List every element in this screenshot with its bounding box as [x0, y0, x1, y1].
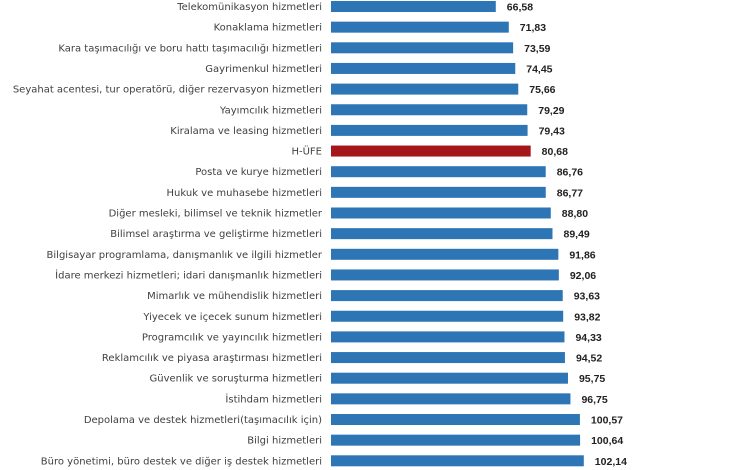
value-label: 88,80 [562, 208, 588, 220]
value-label: 75,66 [529, 84, 555, 96]
category-label: Bilimsel araştırma ve geliştirme hizmetl… [110, 229, 322, 240]
category-label: Bilgisayar programlama, danışmanlık ve i… [47, 250, 323, 261]
value-label: 100,64 [591, 435, 623, 447]
value-label: 79,29 [538, 105, 564, 117]
bar [331, 269, 559, 281]
value-label: 100,57 [591, 415, 623, 427]
value-label: 89,49 [563, 229, 589, 241]
bar [331, 414, 580, 425]
category-label: Güvenlik ve soruşturma hizmetleri [150, 374, 323, 385]
category-label: Programcılık ve yayıncılık hizmetleri [142, 332, 322, 343]
bar [331, 352, 565, 364]
bars-group [331, 1, 584, 467]
value-label: 92,06 [570, 270, 596, 282]
bar-highlight [331, 145, 531, 157]
value-label: 102,14 [595, 456, 627, 468]
bar [331, 1, 496, 12]
value-label: 93,63 [574, 291, 600, 303]
bar [331, 207, 551, 219]
value-label: 74,45 [526, 63, 552, 75]
category-label: İstihdam hizmetleri [225, 392, 322, 405]
category-label: Posta ve kurye hizmetleri [195, 167, 322, 178]
bar [331, 228, 553, 240]
value-label: 66,58 [507, 2, 533, 14]
value-label: 94,33 [575, 332, 601, 344]
category-label: Reklamcılık ve piyasa araştırması hizmet… [102, 353, 322, 364]
value-label: 96,75 [581, 394, 607, 406]
bar [331, 310, 564, 322]
value-labels-group: 66,58 71,83 73,59 74,45 75,66 79,29 79,43 80,68… [507, 2, 627, 468]
value-label: 95,75 [579, 373, 605, 385]
bar [331, 166, 546, 178]
category-labels-group: Telekomünikasyon hizmetleri Konaklama hiz… [13, 2, 323, 467]
category-label: Büro yönetimi, büro destek ve diğer iş d… [41, 455, 322, 467]
value-label: 86,76 [557, 167, 583, 179]
category-label: Seyahat acentesi, tur operatörü, diğer r… [13, 84, 322, 96]
bar [331, 124, 528, 136]
category-label: Gayrimenkul hizmetleri [205, 64, 322, 75]
value-label: 93,82 [574, 311, 600, 323]
bar [331, 42, 514, 54]
category-label: Telekomünikasyon hizmetleri [176, 2, 322, 13]
bar [331, 434, 581, 446]
bar [331, 62, 516, 74]
value-label: 91,86 [569, 249, 595, 261]
category-label: Diğer mesleki, bilimsel ve teknik hizmet… [109, 208, 323, 220]
bar [331, 21, 509, 33]
value-label: 79,43 [539, 125, 565, 137]
bar [331, 372, 568, 384]
bar [331, 455, 584, 467]
value-label: 80,68 [542, 146, 568, 158]
category-label: Depolama ve destek hizmetleri(taşımacılı… [84, 415, 322, 426]
category-label: Kiralama ve leasing hizmetleri [170, 126, 322, 137]
value-label: 71,83 [520, 22, 546, 34]
bar [331, 186, 546, 198]
bar [331, 290, 563, 302]
value-label: 73,59 [524, 43, 550, 55]
value-label: 86,77 [557, 187, 583, 199]
bar [331, 248, 559, 260]
category-label: H-ÜFE [291, 145, 322, 158]
bar [331, 331, 565, 343]
category-label: Konaklama hizmetleri [214, 23, 322, 34]
value-label: 94,52 [576, 353, 602, 365]
category-label: Yayımcılık hizmetleri [219, 105, 322, 116]
bar [331, 104, 528, 116]
category-label: Yiyecek ve içecek sunum hizmetleri [142, 312, 322, 323]
category-label: Bilgi hizmetleri [247, 436, 322, 447]
category-label: Mimarlık ve mühendislik hizmetleri [147, 291, 322, 302]
bar [331, 83, 519, 95]
bar [331, 393, 571, 405]
category-label: İdare merkezi hizmetleri; idari danışman… [55, 268, 322, 281]
category-label: Kara taşımacılığı ve boru hattı taşımacı… [58, 42, 322, 54]
category-label: Hukuk ve muhasebe hizmetleri [167, 188, 322, 199]
